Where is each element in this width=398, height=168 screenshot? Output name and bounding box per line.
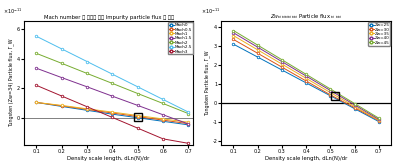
X-axis label: Density scale length, dLn(N)/dr: Density scale length, dLn(N)/dr (67, 156, 150, 161)
Y-axis label: Tungsten Particle flux, Γ_W: Tungsten Particle flux, Γ_W (205, 50, 210, 116)
Legend: Zw=25, Zw=30, Zw=35, Zw=40, Zw=45: Zw=25, Zw=30, Zw=35, Zw=40, Zw=45 (368, 22, 390, 46)
Y-axis label: Tungsten (Zw=34) Particle flux, Γ_W: Tungsten (Zw=34) Particle flux, Γ_W (9, 39, 14, 127)
X-axis label: Density scale length, dLn(N)/dr: Density scale length, dLn(N)/dr (265, 156, 347, 161)
Title: Mach number 의 변화에 따른 Impurity particle flux 의 변화: Mach number 의 변화에 따른 Impurity particle f… (43, 15, 174, 20)
Text: $\times10^{-11}$: $\times10^{-11}$ (201, 7, 220, 16)
Legend: Mach0, Mach0.5, Mach1, Mach1.5, Mach2, Mach2.5, Mach3: Mach0, Mach0.5, Mach1, Mach1.5, Mach2, M… (168, 22, 193, 54)
Title: $Z_W$의 변화에 따른 Particle flux 의 변화: $Z_W$의 변화에 따른 Particle flux 의 변화 (270, 13, 343, 21)
Text: $\times10^{-11}$: $\times10^{-11}$ (4, 7, 23, 16)
